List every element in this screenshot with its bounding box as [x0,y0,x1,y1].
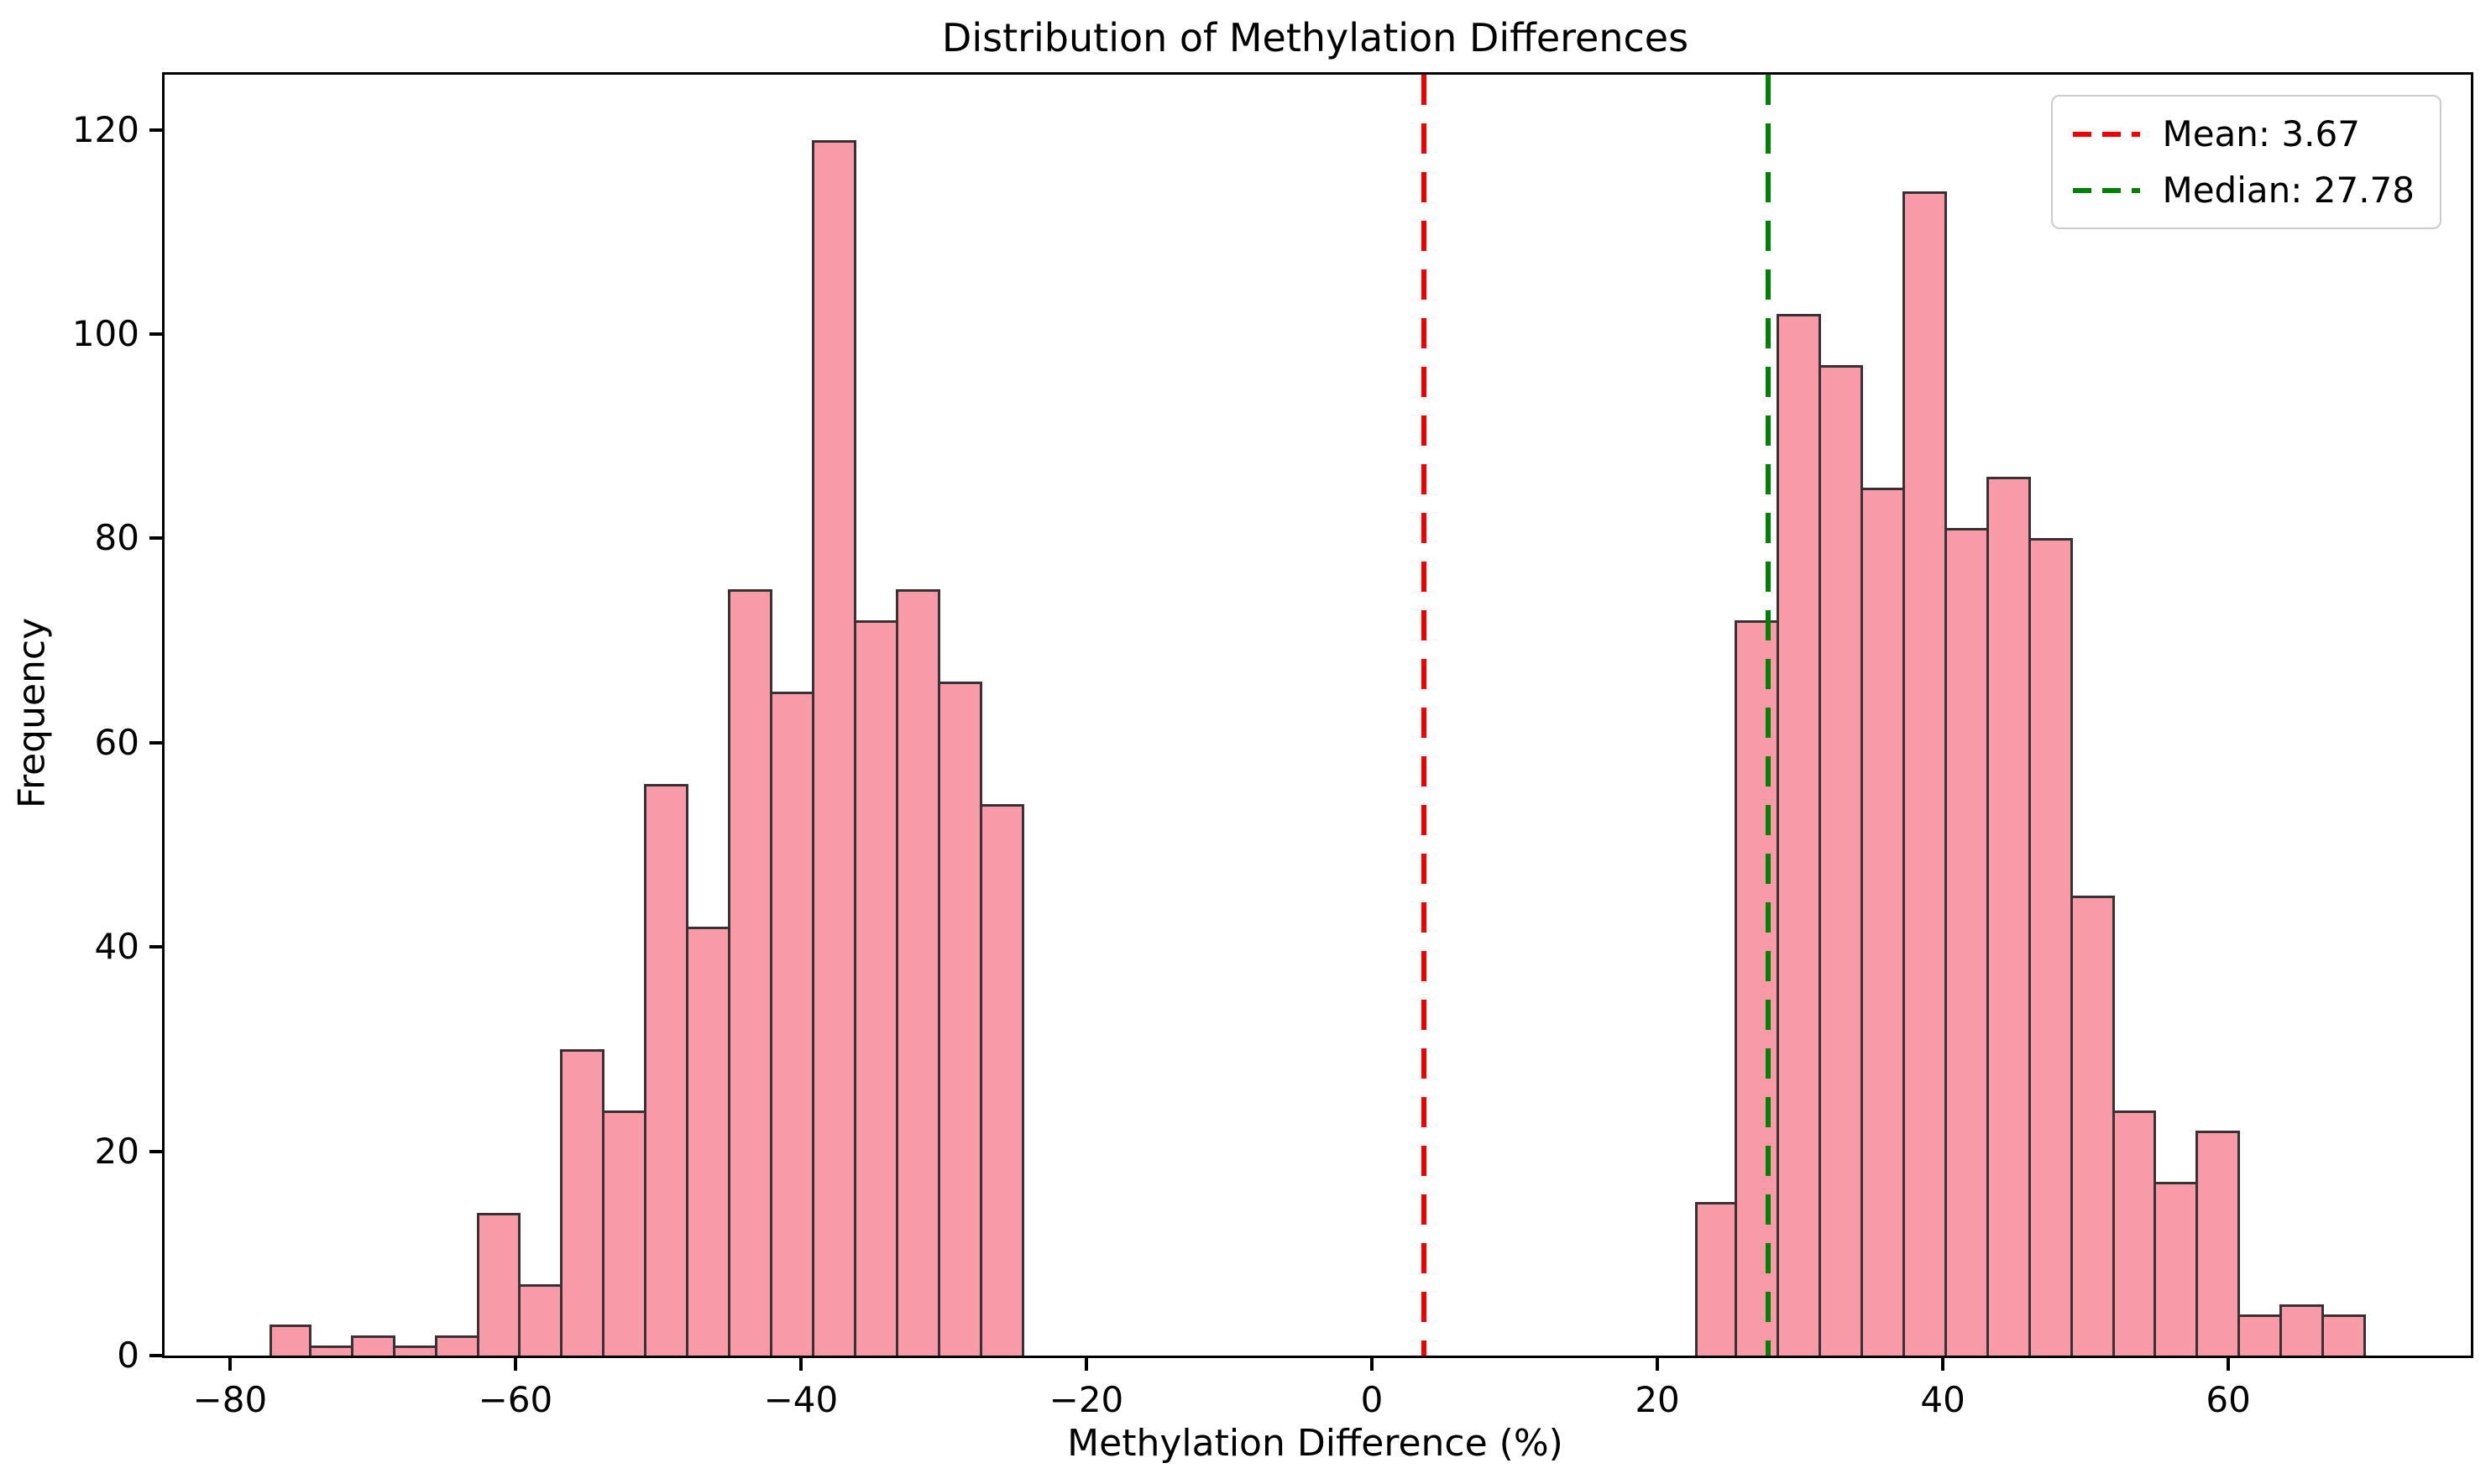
x-tick-mark [1370,1358,1374,1371]
histogram-bar [2279,1304,2325,1356]
y-tick-mark [149,332,162,337]
y-tick-mark [149,945,162,949]
histogram-bar [518,1283,563,1356]
legend-label-mean: Mean: 3.67 [2162,113,2360,154]
x-tick-label: 20 [1635,1379,1680,1420]
x-tick-label: 0 [1360,1379,1384,1420]
chart-title: Distribution of Methylation Differences [941,15,1689,60]
x-axis-label: Methylation Difference (%) [1067,1422,1563,1465]
y-tick-label: 40 [94,926,139,968]
histogram-bar [1986,477,2031,1356]
plot-area: Mean: 3.67 Median: 27.78 −80 −60 −40 −20 0 20… [72,72,2473,1420]
y-tick-mark [149,1354,162,1357]
histogram-bar [350,1335,395,1356]
histogram-bar [560,1048,605,1356]
x-tick-label: 60 [2206,1379,2251,1420]
y-tick-mark [149,1149,162,1153]
histogram-bar [1944,528,1989,1356]
histogram-bar [2195,1131,2241,1356]
y-tick-label: 0 [117,1335,139,1376]
x-tick-label: −20 [1049,1379,1124,1420]
histogram-bar [979,803,1024,1356]
histogram-bar [770,692,815,1356]
median-dash-swatch [2073,187,2141,193]
histogram-bar [728,589,773,1356]
y-tick-label: 60 [94,721,139,763]
histogram-bar [1818,364,1863,1356]
histogram-bar [1695,1202,1737,1356]
y-tick-label: 120 [71,108,139,150]
histogram-bar [1860,487,1905,1356]
histogram-bar [896,589,940,1356]
histogram-bar [2112,1110,2157,1356]
histogram-bar [269,1325,311,1356]
histogram-bar [392,1345,437,1356]
histogram-bar [2321,1314,2367,1356]
x-tick-label: −60 [478,1379,553,1420]
histogram-bar [2237,1314,2283,1356]
mean-dash-swatch [2073,131,2141,137]
histogram-bar [308,1345,353,1356]
histogram-bar [937,681,982,1356]
histogram-bar [1902,191,1947,1356]
histogram-bar [476,1212,521,1356]
x-tick-label: −40 [763,1379,839,1420]
x-tick-mark [1084,1358,1088,1371]
x-tick-mark [2227,1358,2231,1371]
legend-item-median: Median: 27.78 [2073,170,2415,211]
histogram-bar [1734,619,1779,1356]
x-tick-label: −80 [192,1379,268,1420]
y-tick-mark [149,536,162,541]
histogram-bar [2070,896,2115,1356]
x-tick-mark [1656,1358,1660,1371]
y-tick-mark [149,128,162,132]
histogram-bar [602,1110,647,1356]
x-tick-mark [513,1358,517,1371]
legend-item-mean: Mean: 3.67 [2073,113,2415,154]
histogram-bar [644,783,689,1356]
y-tick-label: 20 [94,1130,139,1172]
y-tick-label: 100 [71,313,139,355]
y-tick-mark [149,740,162,745]
histogram-bar [812,139,857,1356]
histogram-bar [2028,538,2073,1356]
histogram-bar [854,619,898,1356]
histogram-bar [686,926,731,1356]
legend: Mean: 3.67 Median: 27.78 [2051,95,2441,229]
legend-label-median: Median: 27.78 [2162,170,2415,211]
x-tick-label: 40 [1920,1379,1965,1420]
histogram-bar [1776,313,1821,1356]
median-line [1766,75,1771,1356]
histogram-bar [2153,1182,2199,1356]
histogram-bar [434,1335,479,1356]
x-tick-mark [228,1358,232,1371]
x-tick-mark [798,1358,803,1371]
x-tick-mark [1941,1358,1945,1371]
mean-line [1421,75,1427,1356]
y-tick-label: 80 [94,517,139,559]
